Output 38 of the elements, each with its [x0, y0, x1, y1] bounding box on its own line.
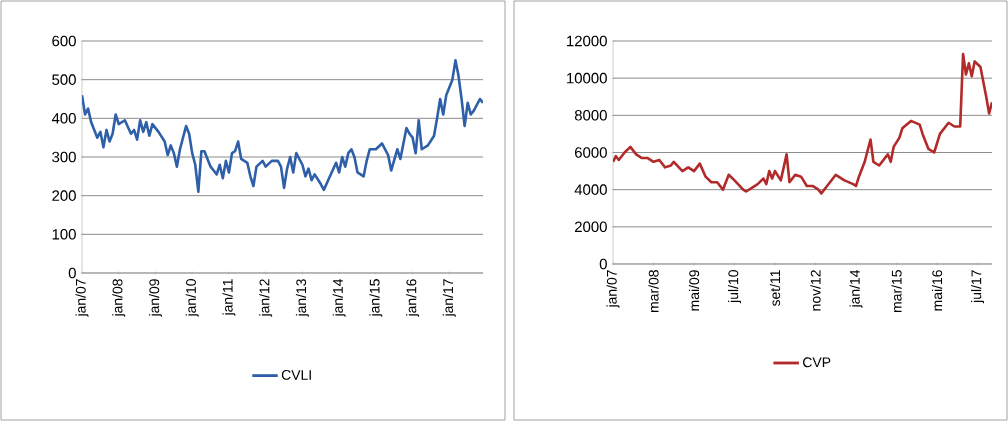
y-tick-label: 12000	[567, 35, 607, 47]
line-series	[613, 52, 993, 195]
x-tick-label: jul/17	[971, 270, 985, 304]
y-tick-label: 2000	[574, 221, 607, 233]
y-tick-label: 600	[52, 35, 76, 47]
legend-label: CVP	[803, 357, 831, 368]
y-tick-label: 8000	[574, 110, 607, 121]
y-tick-label: 200	[52, 190, 76, 201]
x-tick-label: jan/07	[75, 279, 89, 317]
x-tick-label: jan/16	[406, 279, 420, 317]
y-tick-label: 100	[52, 229, 76, 240]
x-tick-label: mar/08	[648, 270, 659, 313]
x-tick-label: jul/10	[728, 270, 742, 304]
y-tick-label: 400	[51, 113, 76, 124]
x-tick-label: jan/11	[222, 279, 236, 316]
y-tick-label: 300	[52, 151, 76, 163]
x-tick-label: mai/09	[688, 270, 700, 311]
x-tick-label: jan/13	[295, 279, 309, 317]
y-tick-label: 500	[52, 74, 76, 85]
y-tick-label: 0	[599, 258, 607, 270]
x-tick-label: jan/17	[442, 279, 456, 317]
y-tick-label: 6000	[575, 147, 607, 158]
y-tick-label: 4000	[574, 184, 607, 195]
x-tick-label: set/11	[769, 270, 781, 307]
x-tick-label: jan/09	[148, 279, 162, 317]
x-tick-label: jan/08	[112, 279, 126, 317]
y-tick-label: 10000	[567, 72, 607, 84]
x-tick-label: jan/07	[606, 270, 620, 308]
x-tick-label: jan/14	[332, 278, 346, 317]
x-tick-label: jan/15	[369, 279, 383, 317]
x-tick-label: jan/12	[259, 279, 273, 317]
x-tick-label: jan/14	[849, 269, 863, 308]
y-tick-label: 0	[68, 267, 76, 279]
legend-label: CVLI	[281, 369, 311, 380]
x-tick-label: nov/12	[810, 270, 821, 311]
x-tick-label: mar/15	[891, 270, 902, 313]
x-tick-label: jan/10	[185, 279, 199, 317]
x-tick-label: mai/16	[931, 270, 943, 311]
